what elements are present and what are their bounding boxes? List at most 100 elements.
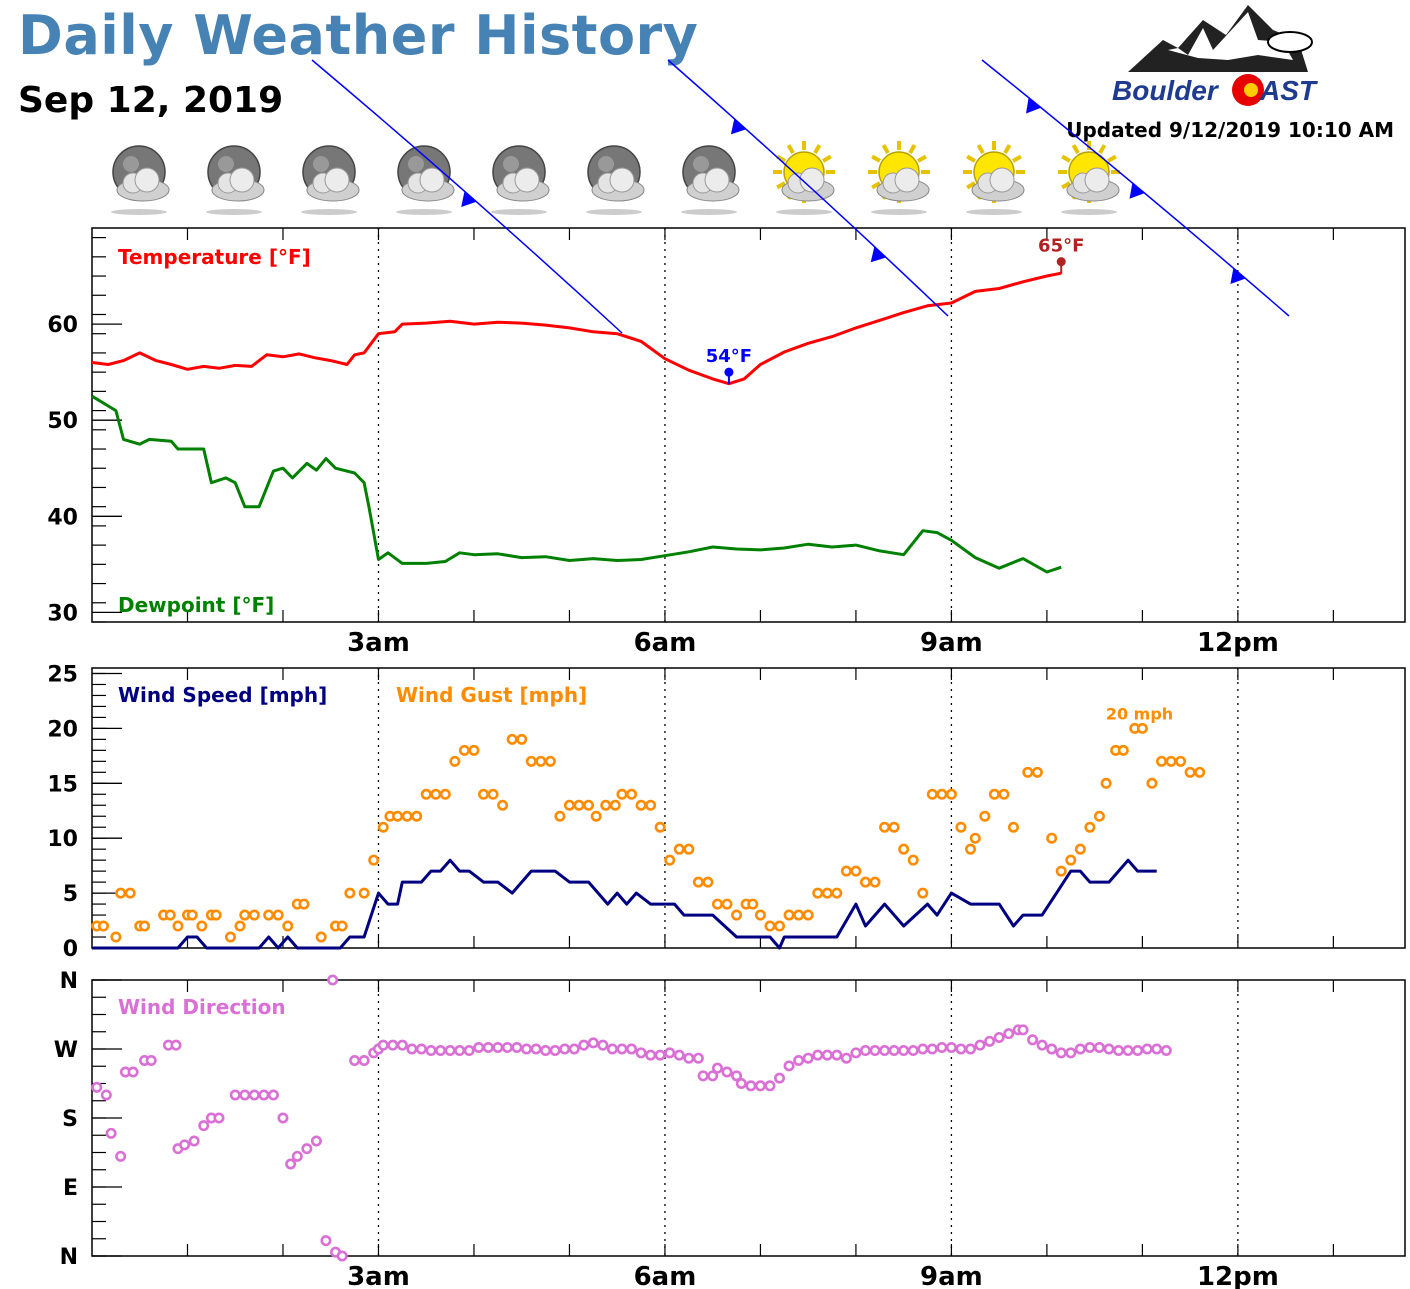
wind-gust-point	[879, 821, 891, 833]
y-tick-label: N	[60, 969, 78, 994]
wind-direction-point	[267, 1089, 279, 1101]
wind-direction-point	[1055, 1047, 1067, 1059]
wind-gust-point	[196, 920, 208, 932]
wind-gust-point	[411, 810, 423, 822]
wind-direction-point	[406, 1043, 418, 1055]
wind-gust-point	[988, 788, 1000, 800]
wind-gust-point	[783, 909, 795, 921]
wind-direction-point	[396, 1039, 408, 1051]
y-tick-label: 60	[47, 313, 78, 338]
wind-gust-point	[731, 909, 743, 921]
wind-direction-point	[926, 1043, 938, 1055]
wind-direction-point	[1103, 1043, 1115, 1055]
wind-direction-point	[965, 1043, 977, 1055]
wind-direction-point	[1036, 1039, 1048, 1051]
max-gust-label: 20 mph	[1106, 705, 1173, 724]
wind-gust-point	[563, 799, 575, 811]
wind-direction-point	[635, 1047, 647, 1059]
wind-gust-point	[368, 854, 380, 866]
wind-direction-point	[285, 1158, 297, 1170]
wind-direction-point	[115, 1150, 127, 1162]
wind-direction-point	[1074, 1043, 1086, 1055]
wind-gust-point	[888, 821, 900, 833]
wind-gust-point	[554, 810, 566, 822]
wind-gust-point	[139, 920, 151, 932]
wind-gust-point	[793, 909, 805, 921]
wind-direction-point	[735, 1078, 747, 1090]
wind-gust-point	[430, 788, 442, 800]
wind-gust-point	[1065, 854, 1077, 866]
max-temp-marker	[1056, 257, 1066, 267]
wind-gust-point	[239, 909, 251, 921]
wind-direction-point	[248, 1089, 260, 1101]
wind-gust-point	[282, 920, 294, 932]
cold-front-triangle	[1230, 268, 1246, 284]
wind-direction-point	[597, 1039, 609, 1051]
wind-direction-point	[1141, 1043, 1153, 1055]
wind-gust-point	[1175, 755, 1187, 767]
wind-direction-point	[454, 1045, 466, 1057]
x-tick-label: 6am	[634, 628, 697, 658]
wind-direction-point	[879, 1045, 891, 1057]
wind-gust-point	[573, 799, 585, 811]
cold-front-triangle	[1026, 97, 1041, 114]
wind-direction-point	[198, 1120, 210, 1132]
wind-direction-point	[358, 1055, 370, 1067]
wind-gust-point	[965, 843, 977, 855]
y-tick-label: 20	[47, 717, 78, 742]
wind-gust-point	[392, 810, 404, 822]
wind-gust-point	[711, 898, 723, 910]
y-tick-label: 50	[47, 409, 78, 434]
wind-direction-point	[105, 1127, 117, 1139]
wind-direction-point	[974, 1039, 986, 1051]
wind-direction-point	[955, 1043, 967, 1055]
cold-front-triangle	[1129, 182, 1145, 199]
wind-direction-point	[783, 1060, 795, 1072]
wind-direction-point	[1132, 1045, 1144, 1057]
wind-gust-point	[635, 799, 647, 811]
wind-gust-point	[926, 788, 938, 800]
x-tick-label: 6am	[634, 1262, 697, 1289]
wind-direction-point	[473, 1041, 485, 1053]
wind-direction-point	[100, 1089, 112, 1101]
night-cloudy-icon	[111, 145, 170, 215]
wind-gust-point	[449, 755, 461, 767]
wind-gust-legend: Wind Gust [mph]	[396, 683, 587, 707]
wind-direction-point	[606, 1043, 618, 1055]
wind-gust-point	[979, 810, 991, 822]
wind-gust-point	[377, 821, 389, 833]
wind-direction-point	[692, 1052, 704, 1064]
dewpoint-legend: Dewpoint [°F]	[118, 593, 274, 617]
wind-gust-point	[747, 898, 759, 910]
wind-direction-point	[559, 1043, 571, 1055]
wind-gust-point	[609, 799, 621, 811]
wind-direction-point	[1027, 1034, 1039, 1046]
wind-direction-point	[1151, 1043, 1163, 1055]
wind-gust-point	[1100, 777, 1112, 789]
wind-gust-point	[764, 920, 776, 932]
night-cloudy-icon	[206, 145, 265, 215]
wind-gust-point	[683, 843, 695, 855]
date-label: Sep 12, 2019	[18, 80, 284, 121]
wind-gust-point	[774, 920, 786, 932]
wind-direction-point	[387, 1039, 399, 1051]
wind-direction-point	[444, 1045, 456, 1057]
wind-gust-point	[673, 843, 685, 855]
wind-gust-point	[506, 733, 518, 745]
cold-front-triangle	[461, 191, 477, 207]
wind-gust-point	[1007, 821, 1019, 833]
wind-gust-point	[869, 876, 881, 888]
wind-gust-point	[1084, 821, 1096, 833]
wind-gust-point	[525, 755, 537, 767]
wind-direction-point	[349, 1055, 361, 1067]
wind-direction-point	[239, 1089, 251, 1101]
wind-direction-point	[435, 1045, 447, 1057]
wind-direction-point	[945, 1041, 957, 1053]
wind-gust-point	[721, 898, 733, 910]
wind-direction-point	[840, 1052, 852, 1064]
night-cloudy-icon	[491, 145, 550, 215]
bouldercast-logo: Boulder AST	[1112, 5, 1319, 106]
x-tick-label: 12pm	[1197, 1262, 1279, 1289]
wind-gust-point	[998, 788, 1010, 800]
wind-gust-point	[439, 788, 451, 800]
